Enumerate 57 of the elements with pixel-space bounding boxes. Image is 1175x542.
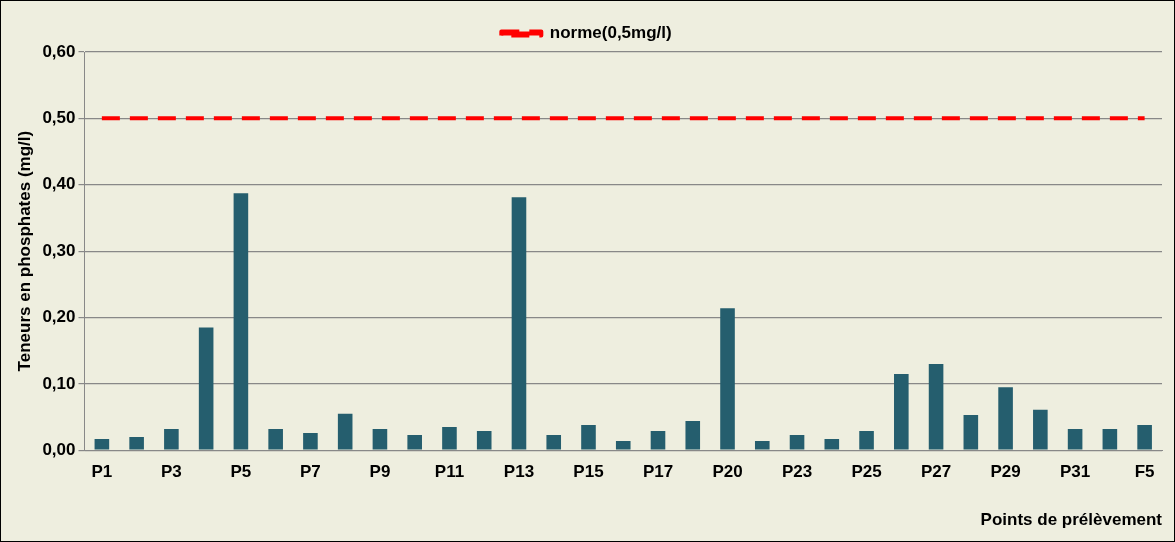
- x-tick-label: P17: [642, 462, 674, 482]
- x-tick-label: P3: [160, 462, 182, 482]
- x-tick-label: P1: [91, 462, 113, 482]
- bar: [581, 424, 596, 450]
- x-tick-label: P5: [230, 462, 252, 482]
- x-tick-label: P11: [434, 462, 465, 482]
- x-tick-label: P31: [1059, 462, 1091, 482]
- y-tick-label: 0,10: [42, 373, 76, 393]
- bar: [476, 430, 492, 450]
- bar: [685, 421, 701, 450]
- bar: [337, 413, 353, 450]
- bar: [824, 438, 840, 450]
- bar: [963, 415, 979, 450]
- bar: [789, 434, 805, 450]
- bar: [754, 440, 770, 450]
- bar: [129, 436, 144, 450]
- y-tick-label: 0,00: [42, 439, 76, 459]
- x-tick-label: P23: [781, 462, 813, 482]
- bar: [268, 428, 283, 450]
- bar: [1067, 428, 1083, 450]
- x-tick-label: P7: [300, 462, 321, 482]
- bar: [1033, 409, 1048, 450]
- x-tick-label: P20: [712, 462, 743, 482]
- bar: [1137, 424, 1152, 450]
- y-tick-label: 0,60: [42, 41, 76, 61]
- bar: [720, 308, 735, 450]
- y-axis-title: Teneurs en phosphates (mg/l): [14, 130, 34, 372]
- legend-label: norme(0,5mg/l): [549, 23, 672, 43]
- bar: [511, 197, 527, 450]
- bar: [164, 428, 179, 450]
- x-tick-label: P27: [920, 462, 952, 482]
- bar: [650, 430, 666, 450]
- bar: [198, 327, 214, 450]
- x-tick-label: P29: [990, 462, 1021, 482]
- bar: [894, 373, 909, 450]
- bar: [998, 387, 1013, 450]
- bar: [407, 434, 422, 450]
- x-tick-label: F5: [1134, 462, 1155, 482]
- x-tick-label: P25: [851, 462, 882, 482]
- bar: [928, 363, 944, 450]
- y-tick-label: 0,20: [42, 307, 76, 327]
- x-axis-title: Points de prélèvement: [980, 510, 1163, 530]
- bar: [303, 432, 318, 450]
- bar: [233, 193, 249, 450]
- bar: [1102, 428, 1118, 450]
- bar: [372, 428, 388, 450]
- x-tick-label: P13: [503, 462, 535, 482]
- bar: [546, 434, 562, 450]
- y-tick-label: 0,30: [42, 240, 76, 260]
- x-tick-label: P9: [369, 462, 391, 482]
- bar: [442, 426, 457, 450]
- x-tick-label: P15: [573, 462, 604, 482]
- bar: [859, 430, 874, 450]
- y-tick-label: 0,40: [42, 174, 76, 194]
- bar: [94, 438, 110, 450]
- bar: [615, 440, 631, 450]
- y-tick-label: 0,50: [42, 108, 76, 128]
